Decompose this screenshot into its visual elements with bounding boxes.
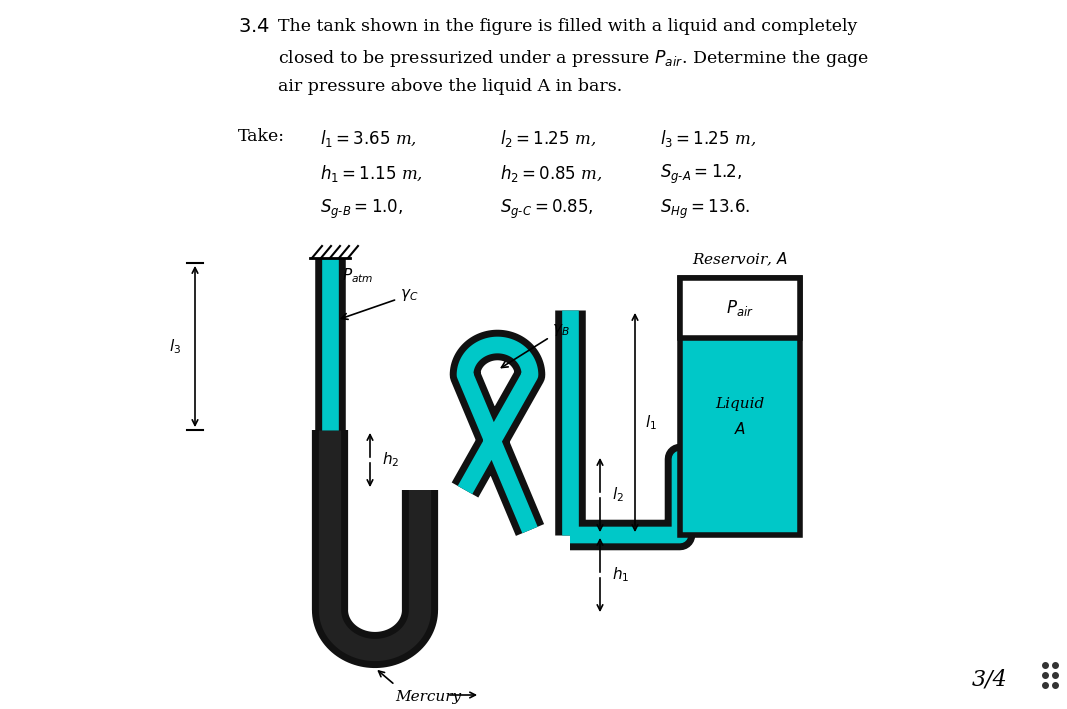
Text: air pressure above the liquid A in bars.: air pressure above the liquid A in bars.	[278, 78, 622, 95]
Text: $h_1 = 1.15$ m,: $h_1 = 1.15$ m,	[320, 163, 423, 184]
Bar	[680, 278, 800, 338]
Text: $S_{Hg} = 13.6.$: $S_{Hg} = 13.6.$	[660, 198, 750, 221]
Text: $S_{g\text{-}C} = 0.85,$: $S_{g\text{-}C} = 0.85,$	[500, 198, 593, 221]
Text: $S_{g\text{-}B} = 1.0,$: $S_{g\text{-}B} = 1.0,$	[320, 198, 403, 221]
Text: $l_1 = 3.65$ m,: $l_1 = 3.65$ m,	[320, 128, 417, 149]
Text: $l_3 = 1.25$ m,: $l_3 = 1.25$ m,	[660, 128, 757, 149]
Text: $l_2 = 1.25$ m,: $l_2 = 1.25$ m,	[500, 128, 596, 149]
Text: $\mathit{3.4}$: $\mathit{3.4}$	[238, 18, 270, 36]
Text: $l_2$: $l_2$	[612, 486, 624, 504]
Bar	[680, 278, 800, 535]
Text: Take:: Take:	[238, 128, 285, 145]
Text: Mercury: Mercury	[395, 690, 461, 704]
Text: $h_1$: $h_1$	[612, 566, 630, 584]
Text: The tank shown in the figure is filled with a liquid and completely: The tank shown in the figure is filled w…	[278, 18, 858, 35]
Text: Liquid
$A$: Liquid $A$	[715, 396, 765, 437]
Text: $P_{air}$: $P_{air}$	[727, 298, 754, 318]
Text: $l_1$: $l_1$	[644, 413, 657, 432]
Text: $l_3$: $l_3$	[169, 337, 181, 356]
Text: $\gamma_C$: $\gamma_C$	[341, 287, 418, 319]
Text: $h_2$: $h_2$	[382, 451, 399, 469]
Text: closed to be pressurized under a pressure $P_{air}$. Determine the gage: closed to be pressurized under a pressur…	[278, 48, 870, 69]
Text: $S_{g\text{-}A} = 1.2,$: $S_{g\text{-}A} = 1.2,$	[660, 163, 743, 186]
Text: $\gamma_B$: $\gamma_B$	[501, 322, 570, 367]
Text: $P_{atm}$: $P_{atm}$	[343, 266, 373, 285]
Text: 3/4: 3/4	[972, 669, 1008, 691]
Text: $h_2 = 0.85$ m,: $h_2 = 0.85$ m,	[500, 163, 603, 184]
Text: Reservoir, $A$: Reservoir, $A$	[692, 250, 787, 268]
